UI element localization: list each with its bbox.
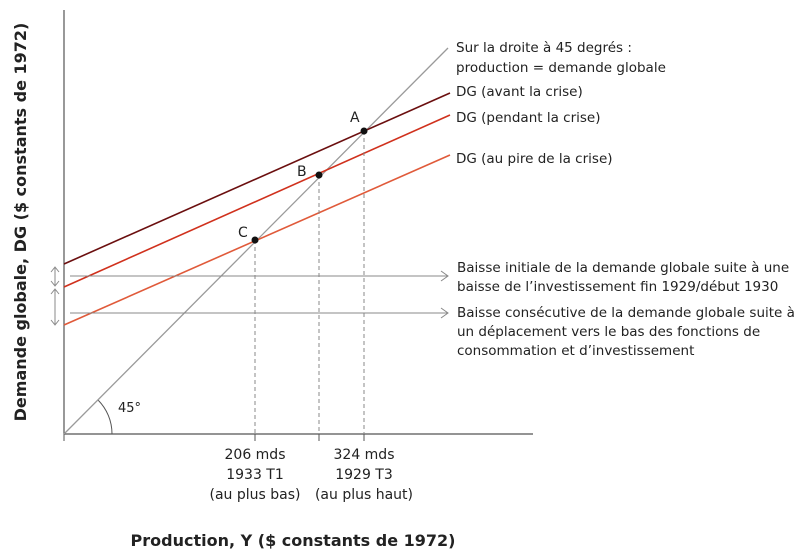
point-a <box>360 127 368 135</box>
x-tick-label-206-line1: 206 mds <box>225 447 286 463</box>
shift-indicator-1 <box>50 266 60 287</box>
x-tick-label-206-line2: 1933 T1 <box>226 467 284 483</box>
point-label-c: C <box>238 225 248 241</box>
angle-arc <box>97 399 113 435</box>
label-dg-pendant: DG (pendant la crise) <box>456 110 600 126</box>
label-dg-pire: DG (au pire de la crise) <box>456 151 613 167</box>
point-label-b: B <box>297 164 307 180</box>
label-45-line1: Sur la droite à 45 degrés : <box>456 40 632 56</box>
annotation-1-line2: baisse de l’investissement fin 1929/débu… <box>457 279 778 295</box>
line-dg-pendant <box>63 114 451 288</box>
point-label-a: A <box>350 110 360 126</box>
arrow-annotation-1 <box>70 270 449 282</box>
x-tick-label-324-line1: 324 mds <box>334 447 395 463</box>
x-axis-title: Production, Y ($ constants de 1972) <box>131 531 456 550</box>
angle-label: 45° <box>118 401 141 416</box>
point-b <box>315 171 323 179</box>
x-tick-label-324-line2: 1929 T3 <box>335 467 393 483</box>
annotation-2-line2: un déplacement vers le bas des fonctions… <box>457 324 760 340</box>
x-tick-label-206-line3: (au plus bas) <box>210 487 301 503</box>
annotation-2-line3: consommation et d’investissement <box>457 343 694 359</box>
annotation-1-line1: Baisse initiale de la demande globale su… <box>457 260 789 276</box>
label-45-line2: production = demande globale <box>456 60 666 76</box>
arrow-annotation-2 <box>70 307 449 319</box>
label-dg-avant: DG (avant la crise) <box>456 84 583 100</box>
x-tick-label-324-line3: (au plus haut) <box>315 487 413 503</box>
point-c <box>251 236 259 244</box>
annotation-2-line1: Baisse consécutive de la demande globale… <box>457 305 795 321</box>
y-axis-title: Demande globale, DG ($ constants de 1972… <box>11 23 30 422</box>
shift-indicator-2 <box>50 288 60 326</box>
line-dg-avant <box>63 92 451 265</box>
